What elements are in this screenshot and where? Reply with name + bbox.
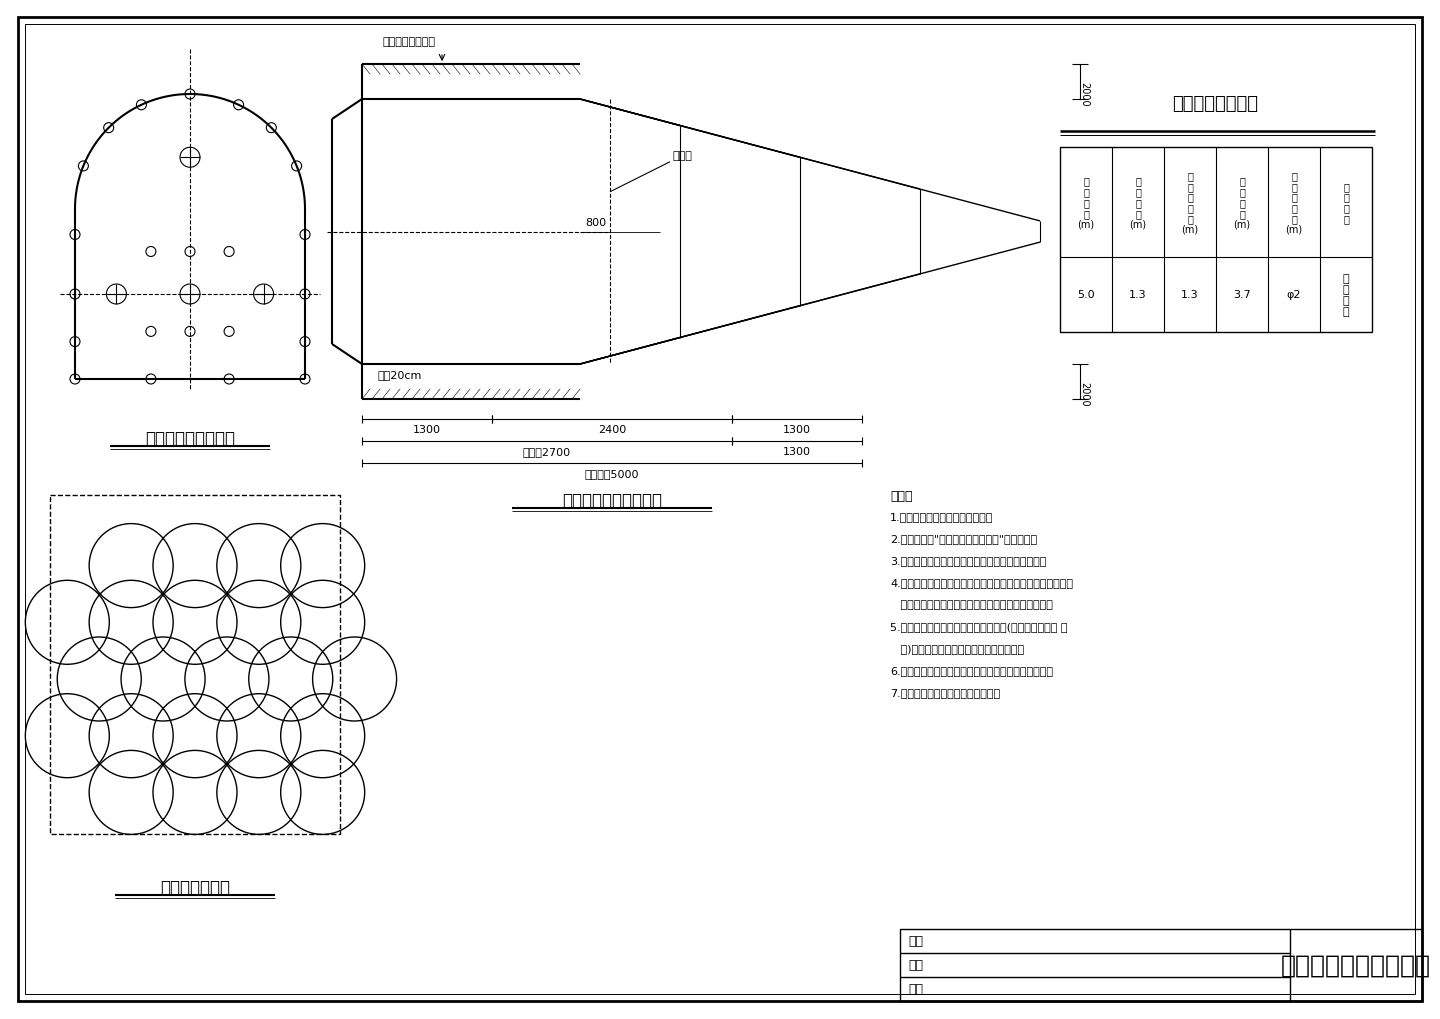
Text: 图号: 图号 xyxy=(909,934,923,947)
Text: 管
卷
货
长
(m): 管 卷 货 长 (m) xyxy=(1234,176,1250,229)
Text: 800: 800 xyxy=(585,217,606,227)
Bar xyxy=(50,496,340,835)
Text: 注浆加固范围纵剖面图: 注浆加固范围纵剖面图 xyxy=(562,491,662,510)
Text: 注
浆
方
式: 注 浆 方 式 xyxy=(1344,181,1349,224)
Text: 1.3: 1.3 xyxy=(1129,290,1146,301)
Bar xyxy=(1060,148,1372,332)
Text: φ2: φ2 xyxy=(1287,290,1302,301)
Text: 注
浆
孔
长
(m): 注 浆 孔 长 (m) xyxy=(1077,176,1094,229)
Text: 2000: 2000 xyxy=(1079,83,1089,107)
Text: 5.0: 5.0 xyxy=(1077,290,1094,301)
Text: 2400: 2400 xyxy=(598,425,626,434)
Text: 比例: 比例 xyxy=(909,958,923,971)
Text: 2000: 2000 xyxy=(1079,382,1089,407)
Text: 1.3: 1.3 xyxy=(1181,290,1200,301)
Text: 掌子面注浆孔布置图: 掌子面注浆孔布置图 xyxy=(145,430,235,447)
Text: 4.注浆过程中应经常检查，记录注浆压力、排量、凝聚时间、: 4.注浆过程中应经常检查，记录注浆压力、排量、凝聚时间、 xyxy=(890,578,1073,587)
Text: 止
浆
管
壁
厚
(m): 止 浆 管 壁 厚 (m) xyxy=(1181,171,1198,234)
Text: 注浆孔: 注浆孔 xyxy=(672,151,691,161)
Text: 开挖面及其附近支护状况，确保注浆作业顺利进行。: 开挖面及其附近支护状况，确保注浆作业顺利进行。 xyxy=(890,599,1053,609)
Text: 7.本技术措施可用于过含水洞坑段。: 7.本技术措施可用于过含水洞坑段。 xyxy=(890,688,1001,697)
Text: 注浆孔主要参数表: 注浆孔主要参数表 xyxy=(1172,95,1259,113)
Text: 注浆孔长5000: 注浆孔长5000 xyxy=(585,469,639,479)
Text: 5.每循环注浆结束后，应作检孔检查，(检查孔在固孔位 来: 5.每循环注浆结束后，应作检孔检查，(检查孔在固孔位 来 xyxy=(890,622,1067,632)
Text: 示)，检查合格后方可开挤，否则应补注。: 示)，检查合格后方可开挤，否则应补注。 xyxy=(890,643,1024,653)
Text: 孔底注浆交圈图: 孔底注浆交圈图 xyxy=(160,878,230,896)
Text: 厚度20cm: 厚度20cm xyxy=(377,370,422,380)
Text: 1.本图尺寸除注明外均以毫米计。: 1.本图尺寸除注明外均以毫米计。 xyxy=(890,512,994,522)
Text: 6.施工过程中依据实际地层情况调整注浆及注浆参数。: 6.施工过程中依据实际地层情况调整注浆及注浆参数。 xyxy=(890,665,1053,676)
Text: 3.本段为含水黄土粉沙层，注浆浆液采用瞬凝水泥。: 3.本段为含水黄土粉沙层，注浆浆液采用瞬凝水泥。 xyxy=(890,555,1047,566)
Text: 日期: 日期 xyxy=(909,982,923,995)
Text: 1300: 1300 xyxy=(783,425,811,434)
Text: 1300: 1300 xyxy=(783,446,811,457)
Text: 全断面注浆技术措施图: 全断面注浆技术措施图 xyxy=(1282,953,1431,977)
Text: 3.7: 3.7 xyxy=(1233,290,1251,301)
Bar xyxy=(900,929,1423,1001)
Text: 说明：: 说明： xyxy=(890,489,913,502)
Text: 2.注浆顺序按"从里向外，隔孔灌注"方式进行。: 2.注浆顺序按"从里向外，隔孔灌注"方式进行。 xyxy=(890,534,1037,543)
Text: 全
孔
一
次: 全 孔 一 次 xyxy=(1342,274,1349,316)
Text: 上辅助预注土注浆: 上辅助预注土注浆 xyxy=(382,37,435,47)
Text: 1300: 1300 xyxy=(413,425,441,434)
Text: 孔
底
间
距
(m): 孔 底 间 距 (m) xyxy=(1129,176,1146,229)
Text: 千进尺2700: 千进尺2700 xyxy=(523,446,572,457)
Text: 注
浆
管
管
径
(m): 注 浆 管 管 径 (m) xyxy=(1286,171,1303,234)
